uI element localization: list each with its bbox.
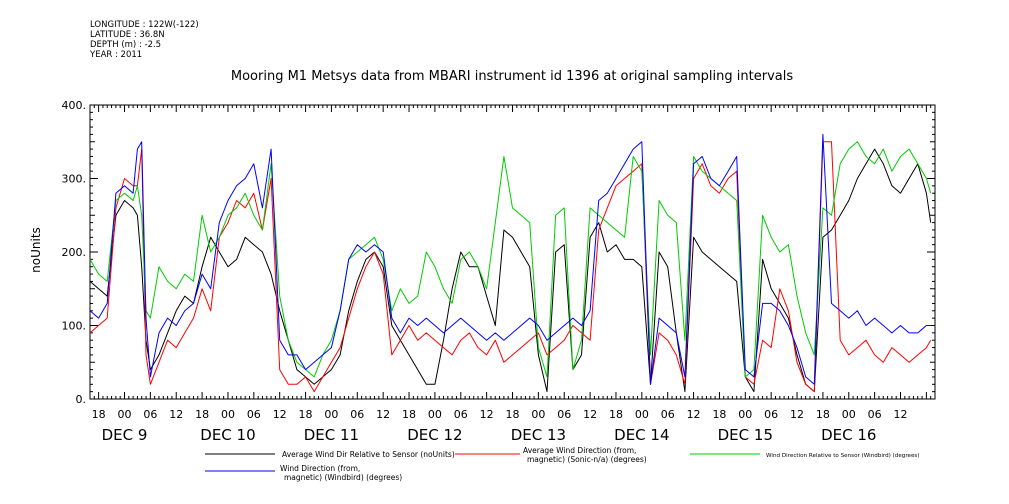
y-tick-label: 300. <box>62 173 87 186</box>
x-tick-label: 18 <box>299 408 313 421</box>
x-tick-label: 00 <box>221 408 235 421</box>
legend-label-3: Wind Direction Relative to Sensor (Windb… <box>766 453 920 459</box>
x-tick-label: 00 <box>428 408 442 421</box>
legend: Average Wind Dir Relative to Sensor (noU… <box>205 446 920 482</box>
x-tick-label: 18 <box>402 408 416 421</box>
x-day-label: DEC 11 <box>304 426 359 444</box>
legend-label-2b: magnetic) (Sonic-n/a) (degrees) <box>527 455 647 464</box>
x-axis: 18 00 06 12 18 00 06 12 18 00 06 12 18 00 06 12 18 00 06 12… <box>89 105 936 444</box>
year-text: YEAR : 2011 <box>90 50 143 60</box>
series-line-3 <box>89 141 932 378</box>
x-day-label: DEC 15 <box>718 426 773 444</box>
x-tick-label: 12 <box>273 408 287 421</box>
x-tick-label: 18 <box>92 408 106 421</box>
x-tick-label: 06 <box>454 408 468 421</box>
x-tick-label: 12 <box>894 408 908 421</box>
metadata-block: LONGITUDE : 122W(-122) LATITUDE : 36.8N … <box>90 20 199 60</box>
y-tick-label: 200. <box>62 246 87 259</box>
x-tick-label: 00 <box>738 408 752 421</box>
x-day-label: DEC 12 <box>407 426 462 444</box>
x-day-label: DEC 9 <box>102 426 148 444</box>
legend-label-1: Average Wind Dir Relative to Sensor (noU… <box>282 450 455 459</box>
y-tick-label: 0. <box>76 393 87 406</box>
x-tick-label: 00 <box>531 408 545 421</box>
x-tick-label: 12 <box>790 408 804 421</box>
legend-label-2a: Average Wind Direction (from, <box>523 446 636 455</box>
x-tick-label: 12 <box>687 408 701 421</box>
series-layer <box>89 133 932 393</box>
x-tick-label: 12 <box>480 408 494 421</box>
y-tick-label: 400. <box>62 99 87 112</box>
x-tick-label: 06 <box>143 408 157 421</box>
x-tick-label: 18 <box>609 408 623 421</box>
series-line-2 <box>89 141 932 393</box>
legend-label-4a: Wind Direction (from, <box>280 464 360 473</box>
x-day-label: DEC 10 <box>200 426 255 444</box>
legend-label-4b: magnetic) (Windbird) (degrees) <box>284 473 402 482</box>
longitude-text: LONGITUDE : 122W(-122) <box>90 20 199 30</box>
series-line-4 <box>89 133 931 385</box>
x-tick-label: 12 <box>376 408 390 421</box>
chart-title: Mooring M1 Metsys data from MBARI instru… <box>231 69 793 84</box>
latitude-text: LATITUDE : 36.8N <box>90 30 165 40</box>
x-tick-label: 18 <box>712 408 726 421</box>
x-tick-label: 06 <box>868 408 882 421</box>
x-tick-label: 06 <box>557 408 571 421</box>
x-day-label: DEC 14 <box>614 426 669 444</box>
x-tick-label: 12 <box>169 408 183 421</box>
x-tick-label: 00 <box>324 408 338 421</box>
x-tick-label: 06 <box>247 408 261 421</box>
x-tick-label: 06 <box>661 408 675 421</box>
x-tick-label: 18 <box>195 408 209 421</box>
x-tick-label: 12 <box>583 408 597 421</box>
x-tick-label: 00 <box>117 408 131 421</box>
x-tick-label: 18 <box>816 408 830 421</box>
y-axis: 0. 100. 200. 300. 400. <box>62 99 935 406</box>
y-axis-label: noUnits <box>29 227 43 273</box>
x-day-label: DEC 16 <box>821 426 876 444</box>
x-tick-label: 00 <box>842 408 856 421</box>
x-tick-label: 00 <box>635 408 649 421</box>
x-tick-label: 18 <box>506 408 520 421</box>
x-tick-label: 06 <box>764 408 778 421</box>
depth-text: DEPTH (m) : -2.5 <box>90 40 162 50</box>
x-tick-label: 06 <box>350 408 364 421</box>
series-line-1 <box>89 148 932 393</box>
y-tick-label: 100. <box>62 320 87 333</box>
x-day-label: DEC 13 <box>511 426 566 444</box>
